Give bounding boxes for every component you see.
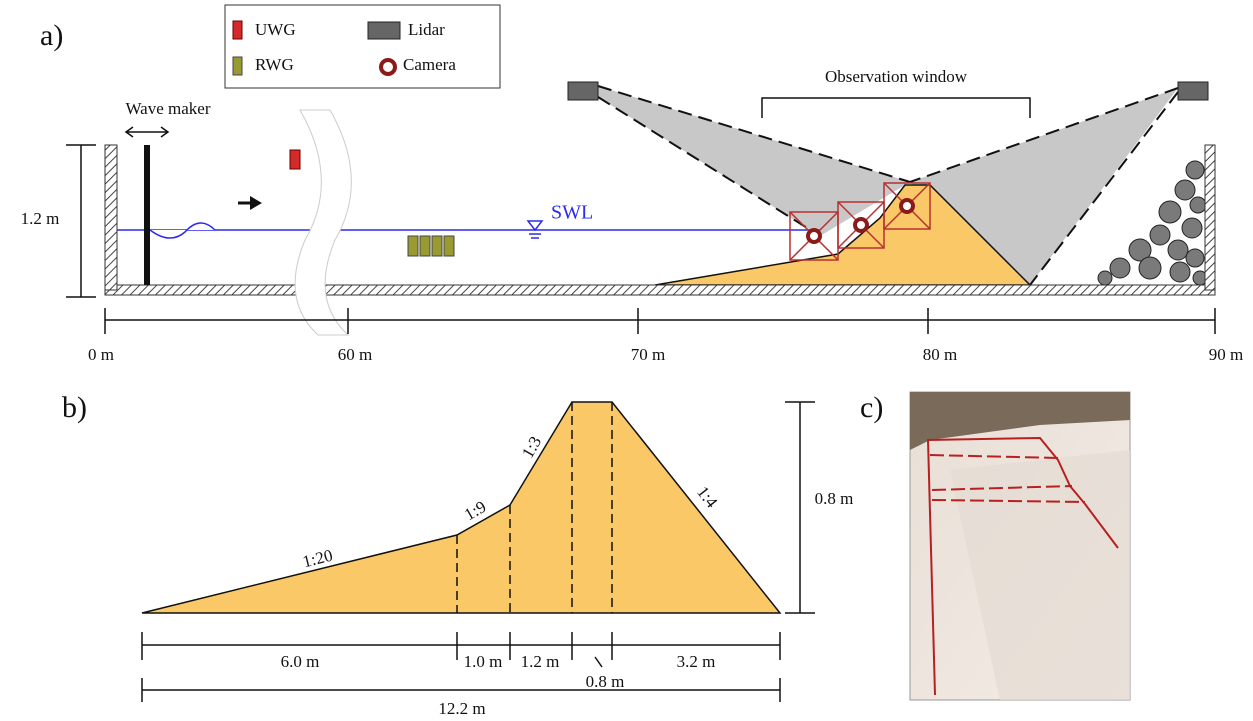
rocks [1098, 161, 1207, 285]
distance-label: 0 m [88, 345, 114, 364]
distance-label: 70 m [631, 345, 665, 364]
paddle-arrow [126, 127, 168, 137]
height-label: 0.8 m [815, 489, 854, 508]
figure: a) UWG Lidar RWG Camera Observation wind… [0, 0, 1253, 721]
lidar [568, 82, 598, 100]
tank-wall [1205, 145, 1215, 290]
segment-label: 1.2 m [521, 652, 560, 671]
distance-axis [105, 308, 1215, 334]
window-bracket [762, 98, 1030, 118]
total-label: 12.2 m [438, 699, 485, 718]
slope-label: 1:4 [693, 483, 722, 512]
rwg-icon [233, 57, 242, 75]
uwg [290, 150, 300, 169]
segment-label: 6.0 m [281, 652, 320, 671]
panel-a: a) UWG Lidar RWG Camera Observation wind… [21, 5, 1244, 364]
height-label: 1.2 m [21, 209, 60, 228]
panel-b: b) 1:20 1:9 1:3 1:4 0.8 m 6.0 m 1.0 m 1.… [62, 391, 853, 718]
swl-label: SWL [551, 202, 593, 224]
panel-label: c) [860, 391, 883, 424]
window-label: Observation window [825, 67, 968, 86]
segment-label: 3.2 m [677, 652, 716, 671]
legend-label: Camera [403, 55, 456, 74]
rwg [408, 236, 454, 256]
panel-label: a) [40, 19, 63, 52]
distance-label: 90 m [1209, 345, 1243, 364]
legend-box [225, 5, 500, 88]
lidar-cone [598, 86, 910, 236]
tank-wall [105, 145, 117, 290]
segment-label: 0.8 m [586, 672, 625, 691]
lidar [1178, 82, 1208, 100]
wave-maker-label: Wave maker [126, 99, 211, 118]
distance-label: 80 m [923, 345, 957, 364]
panel-label: b) [62, 391, 87, 424]
tank-floor [105, 285, 1215, 295]
distance-label: 60 m [338, 345, 372, 364]
height-dimension [785, 402, 815, 613]
panel-c: c) [860, 391, 1130, 700]
legend-label: RWG [255, 55, 294, 74]
wave-arrow-head [250, 196, 262, 210]
height-dimension [66, 145, 96, 297]
legend-label: UWG [255, 20, 296, 39]
uwg-icon [233, 21, 242, 39]
lidar-icon [368, 22, 400, 39]
scale-break [295, 110, 351, 335]
segment-label: 1.0 m [464, 652, 503, 671]
legend-label: Lidar [408, 20, 445, 39]
